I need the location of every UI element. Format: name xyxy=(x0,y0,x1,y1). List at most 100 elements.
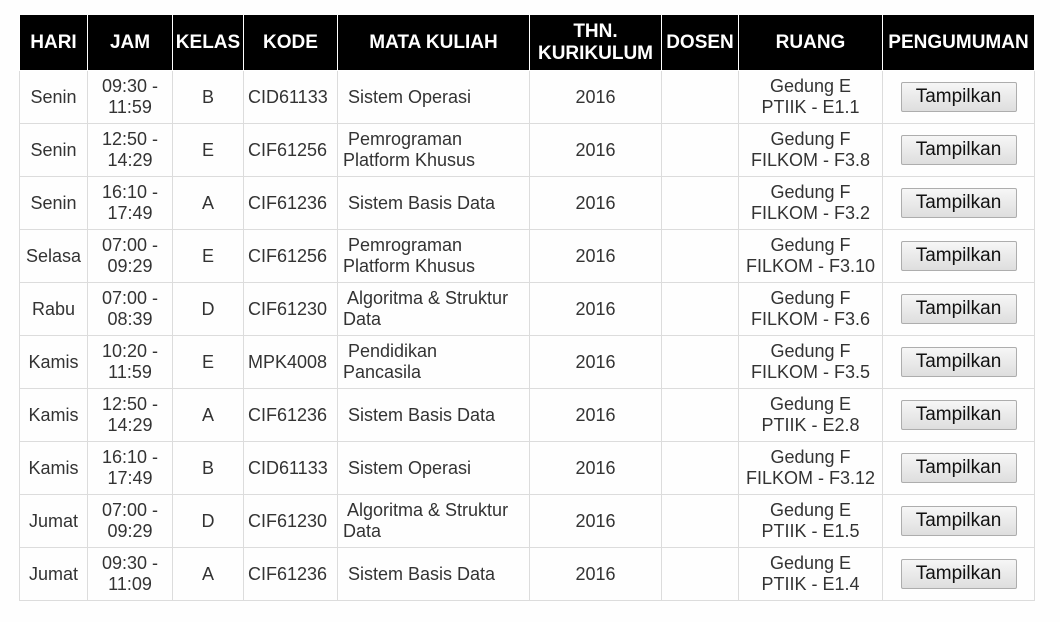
header-jam: JAM xyxy=(87,14,173,71)
cell-jam-start: 07:00 - xyxy=(101,288,159,308)
cell-ruang: Gedung F FILKOM - F3.12 xyxy=(738,441,883,495)
cell-ruang-room: PTIIK - E1.4 xyxy=(761,574,860,594)
cell-kode: CID61133 xyxy=(243,70,338,124)
table-row: Senin 09:30 -11:59 B CID61133 Sistem Operas… xyxy=(19,70,1035,124)
cell-ruang-room: PTIIK - E1.1 xyxy=(761,97,860,117)
cell-ruang-gedung: Gedung F xyxy=(770,235,851,255)
cell-kode: CID61133 xyxy=(243,441,338,495)
tampilkan-button[interactable]: Tampilkan xyxy=(900,82,1017,112)
cell-jam-start: 12:50 - xyxy=(101,394,159,414)
cell-hari: Rabu xyxy=(19,282,88,336)
cell-ruang-room: FILKOM - F3.2 xyxy=(750,203,871,223)
cell-jam-start: 07:00 - xyxy=(101,235,159,255)
table-row: Jumat 07:00 -09:29 D CIF61230 Algoritma & S… xyxy=(19,494,1035,548)
cell-jam-start: 16:10 - xyxy=(101,447,159,467)
tampilkan-button[interactable]: Tampilkan xyxy=(900,453,1017,483)
cell-jam-end: 11:59 xyxy=(108,362,152,382)
cell-ruang: Gedung F FILKOM - F3.10 xyxy=(738,229,883,283)
cell-mk-line2: Data xyxy=(343,521,382,541)
table-row: Selasa 07:00 -09:29 E CIF61256 Pemrograman P… xyxy=(19,229,1035,283)
cell-mata-kuliah: Algoritma & Struktur Data xyxy=(337,494,530,548)
cell-jam: 07:00 -09:29 xyxy=(87,494,173,548)
cell-mk-line1: Algoritma & Struktur xyxy=(343,500,509,520)
cell-ruang-gedung: Gedung F xyxy=(770,129,851,149)
cell-jam: 07:00 -08:39 xyxy=(87,282,173,336)
cell-mk-line1: Pemrograman xyxy=(343,235,463,255)
cell-hari: Kamis xyxy=(19,441,88,495)
cell-hari: Kamis xyxy=(19,388,88,442)
cell-jam-start: 09:30 - xyxy=(101,76,159,96)
cell-mk-line1: Sistem Operasi xyxy=(343,86,472,107)
cell-ruang: Gedung E PTIIK - E2.8 xyxy=(738,388,883,442)
cell-pengumuman: Tampilkan xyxy=(882,388,1035,442)
cell-mk-line2: Platform Khusus xyxy=(343,256,476,276)
cell-dosen xyxy=(661,494,739,548)
cell-kode: CIF61236 xyxy=(243,547,338,601)
cell-dosen xyxy=(661,70,739,124)
cell-mk-line2: Data xyxy=(343,309,382,329)
cell-kelas: D xyxy=(172,282,244,336)
cell-dosen xyxy=(661,282,739,336)
cell-dosen xyxy=(661,441,739,495)
cell-hari: Senin xyxy=(19,176,88,230)
cell-hari: Senin xyxy=(19,123,88,177)
tampilkan-button[interactable]: Tampilkan xyxy=(900,188,1017,218)
schedule-table: HARI JAM KELAS KODE MATA KULIAH THN. KUR… xyxy=(19,14,1035,601)
cell-kelas: A xyxy=(172,388,244,442)
cell-jam-start: 09:30 - xyxy=(101,553,159,573)
cell-kelas: B xyxy=(172,70,244,124)
tampilkan-button[interactable]: Tampilkan xyxy=(900,135,1017,165)
cell-kelas: E xyxy=(172,335,244,389)
header-kode: KODE xyxy=(243,14,338,71)
cell-kode: MPK4008 xyxy=(243,335,338,389)
cell-kelas: A xyxy=(172,176,244,230)
cell-ruang-gedung: Gedung E xyxy=(769,394,852,414)
cell-jam-end: 17:49 xyxy=(107,468,153,488)
cell-ruang-gedung: Gedung E xyxy=(769,553,852,573)
cell-jam-end: 11:09 xyxy=(108,574,152,594)
table-row: Senin 12:50 -14:29 E CIF61256 Pemrograman Pl… xyxy=(19,123,1035,177)
header-hari: HARI xyxy=(19,14,88,71)
cell-ruang: Gedung F FILKOM - F3.2 xyxy=(738,176,883,230)
cell-jam: 09:30 -11:09 xyxy=(87,547,173,601)
table-row: Kamis 10:20 -11:59 E MPK4008 Pendidikan Panc… xyxy=(19,335,1035,389)
cell-jam-end: 09:29 xyxy=(107,521,153,541)
cell-hari: Senin xyxy=(19,70,88,124)
cell-ruang-room: FILKOM - F3.10 xyxy=(745,256,876,276)
cell-kode: CIF61256 xyxy=(243,229,338,283)
table-body: Senin 09:30 -11:59 B CID61133 Sistem Operas… xyxy=(19,70,1035,601)
cell-dosen xyxy=(661,229,739,283)
tampilkan-button[interactable]: Tampilkan xyxy=(900,559,1017,589)
cell-thn-kurikulum: 2016 xyxy=(529,335,662,389)
header-ruang: RUANG xyxy=(738,14,883,71)
tampilkan-button[interactable]: Tampilkan xyxy=(900,241,1017,271)
cell-jam: 07:00 -09:29 xyxy=(87,229,173,283)
cell-hari: Selasa xyxy=(19,229,88,283)
table-row: Jumat 09:30 -11:09 A CIF61236 Sistem Basis … xyxy=(19,547,1035,601)
tampilkan-button[interactable]: Tampilkan xyxy=(900,347,1017,377)
cell-dosen xyxy=(661,388,739,442)
cell-pengumuman: Tampilkan xyxy=(882,441,1035,495)
tampilkan-button[interactable]: Tampilkan xyxy=(900,506,1017,536)
cell-ruang-gedung: Gedung E xyxy=(769,500,852,520)
header-thn-line1: THN. xyxy=(573,20,618,42)
cell-mk-line1: Sistem Basis Data xyxy=(343,404,496,425)
cell-pengumuman: Tampilkan xyxy=(882,494,1035,548)
cell-mata-kuliah: Pemrograman Platform Khusus xyxy=(337,123,530,177)
cell-thn-kurikulum: 2016 xyxy=(529,494,662,548)
header-kelas: KELAS xyxy=(172,14,244,71)
cell-pengumuman: Tampilkan xyxy=(882,123,1035,177)
cell-ruang-gedung: Gedung F xyxy=(770,182,851,202)
table-header: HARI JAM KELAS KODE MATA KULIAH THN. KUR… xyxy=(19,14,1035,71)
cell-jam-start: 07:00 - xyxy=(101,500,159,520)
cell-kelas: A xyxy=(172,547,244,601)
cell-kelas: D xyxy=(172,494,244,548)
cell-dosen xyxy=(661,123,739,177)
tampilkan-button[interactable]: Tampilkan xyxy=(900,294,1017,324)
cell-jam: 16:10 -17:49 xyxy=(87,176,173,230)
cell-ruang: Gedung F FILKOM - F3.8 xyxy=(738,123,883,177)
cell-thn-kurikulum: 2016 xyxy=(529,282,662,336)
cell-mk-line1: Algoritma & Struktur xyxy=(343,288,509,308)
tampilkan-button[interactable]: Tampilkan xyxy=(900,400,1017,430)
cell-pengumuman: Tampilkan xyxy=(882,229,1035,283)
